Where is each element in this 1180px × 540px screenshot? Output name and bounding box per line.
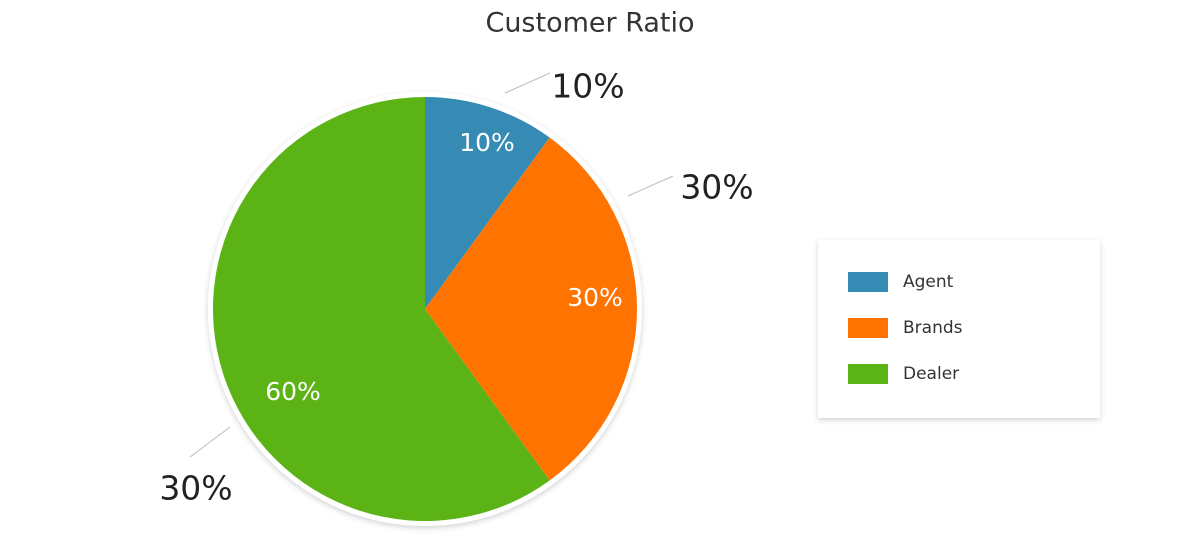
slice-label: 30% [567, 283, 623, 312]
legend-label: Dealer [903, 364, 959, 384]
leader-line [189, 426, 231, 458]
pie-slice [212, 97, 550, 521]
legend-label: Brands [903, 318, 963, 338]
legend-label: Agent [903, 272, 954, 292]
leader-line [627, 175, 674, 197]
chart-title: Customer Ratio [485, 8, 694, 39]
legend-swatch [848, 272, 888, 292]
leader-line [504, 72, 551, 94]
outer-label: 10% [551, 67, 624, 106]
legend-swatch [848, 364, 888, 384]
legend-swatch [848, 318, 888, 338]
outer-label: 30% [680, 168, 753, 207]
slice-label: 10% [459, 128, 515, 157]
pie-slice [425, 137, 638, 481]
outer-label: 30% [159, 469, 232, 508]
pie-slice [425, 97, 550, 309]
slice-label: 60% [265, 377, 321, 406]
